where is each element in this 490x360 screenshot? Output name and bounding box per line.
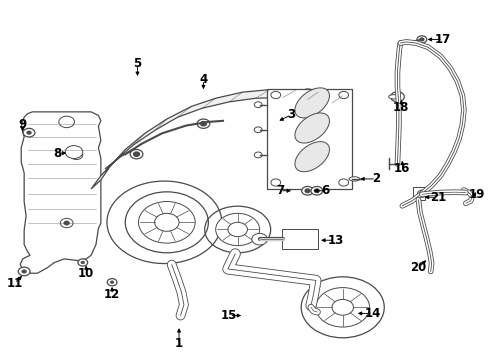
FancyBboxPatch shape (267, 89, 352, 189)
Circle shape (139, 202, 195, 243)
Circle shape (64, 221, 70, 225)
Circle shape (107, 279, 117, 286)
Circle shape (271, 91, 281, 99)
FancyBboxPatch shape (413, 187, 425, 200)
Circle shape (74, 153, 79, 157)
Text: 5: 5 (133, 57, 142, 70)
Polygon shape (20, 112, 101, 273)
Circle shape (271, 179, 281, 186)
Circle shape (316, 288, 369, 327)
Text: 21: 21 (430, 191, 446, 204)
Circle shape (81, 261, 85, 264)
Circle shape (254, 102, 262, 108)
Text: 6: 6 (321, 184, 330, 197)
Circle shape (254, 127, 262, 133)
Circle shape (110, 281, 114, 284)
Text: 4: 4 (199, 73, 208, 86)
Text: 3: 3 (287, 108, 295, 121)
Circle shape (339, 179, 348, 186)
Circle shape (254, 152, 262, 158)
Circle shape (252, 233, 268, 245)
Circle shape (216, 213, 260, 246)
Circle shape (18, 267, 30, 276)
Text: 2: 2 (372, 172, 380, 185)
Circle shape (305, 189, 310, 193)
Ellipse shape (330, 90, 344, 98)
Circle shape (23, 129, 35, 137)
Ellipse shape (389, 95, 399, 99)
Text: 16: 16 (394, 162, 411, 175)
Text: 19: 19 (469, 188, 485, 201)
Text: 15: 15 (221, 309, 238, 322)
Ellipse shape (295, 113, 329, 143)
Circle shape (26, 131, 31, 134)
Circle shape (130, 149, 143, 159)
FancyBboxPatch shape (282, 229, 319, 249)
Text: 17: 17 (435, 33, 451, 46)
Text: 14: 14 (365, 307, 381, 320)
Polygon shape (91, 90, 343, 189)
Ellipse shape (303, 89, 317, 98)
Circle shape (339, 91, 348, 99)
Ellipse shape (316, 89, 330, 98)
Circle shape (391, 92, 404, 102)
Circle shape (417, 36, 427, 43)
Ellipse shape (295, 141, 329, 172)
Circle shape (70, 150, 83, 159)
Circle shape (417, 190, 427, 197)
Text: 12: 12 (104, 288, 120, 301)
Circle shape (301, 277, 384, 338)
Text: 8: 8 (53, 147, 62, 159)
Circle shape (60, 219, 73, 228)
Ellipse shape (295, 88, 329, 118)
Text: 9: 9 (19, 118, 27, 131)
Circle shape (315, 189, 319, 193)
Circle shape (302, 186, 314, 195)
Text: 18: 18 (393, 101, 410, 114)
Circle shape (125, 192, 208, 253)
Circle shape (78, 259, 88, 266)
Circle shape (197, 119, 210, 129)
Text: 1: 1 (175, 337, 183, 350)
Text: 20: 20 (410, 261, 427, 274)
Ellipse shape (349, 177, 360, 181)
Circle shape (200, 122, 206, 126)
Circle shape (311, 186, 323, 195)
Circle shape (332, 300, 353, 315)
Circle shape (65, 145, 83, 158)
Circle shape (59, 116, 74, 128)
Circle shape (420, 38, 424, 41)
Circle shape (228, 222, 247, 237)
Text: 13: 13 (327, 234, 343, 247)
Circle shape (155, 213, 179, 231)
Circle shape (22, 270, 26, 273)
Circle shape (134, 152, 140, 156)
Text: 7: 7 (276, 184, 284, 197)
Text: 10: 10 (78, 267, 95, 280)
Text: 11: 11 (6, 277, 23, 290)
